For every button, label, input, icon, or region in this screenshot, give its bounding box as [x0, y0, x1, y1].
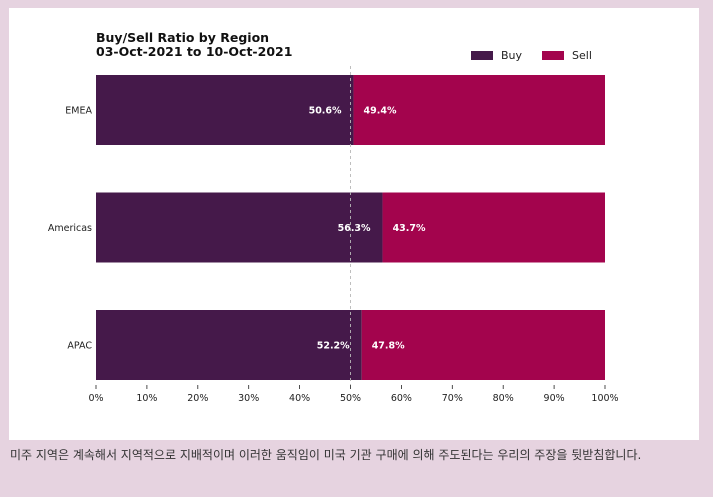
- x-tick-label-70: 70%: [442, 393, 463, 404]
- x-tick-label-10: 10%: [136, 393, 157, 404]
- bar-buy-americas: [96, 192, 383, 263]
- x-tick-label-30: 30%: [238, 393, 259, 404]
- x-tick-label-0: 0%: [88, 393, 103, 404]
- bar-buy-apac: [96, 310, 362, 380]
- data-label-buy-apac: 52.2%: [317, 341, 350, 352]
- chart-legend: Buy Sell: [471, 47, 612, 63]
- bar-sell-emea: [353, 75, 605, 145]
- data-label-buy-emea: 50.6%: [309, 106, 342, 117]
- data-label-sell-emea: 49.4%: [364, 106, 397, 117]
- bar-sell-americas: [382, 192, 605, 263]
- category-label-emea: EMEA: [65, 106, 92, 117]
- legend-swatch-buy: [471, 50, 493, 60]
- x-tick-label-40: 40%: [289, 393, 310, 404]
- legend-label-sell: Sell: [572, 48, 592, 62]
- chart-title-line1: Buy/Sell Ratio by Region: [96, 30, 270, 45]
- legend-swatch-sell: [542, 50, 565, 60]
- chart-title-line2: 03-Oct-2021 to 10-Oct-2021: [96, 44, 293, 59]
- x-tick-label-60: 60%: [391, 393, 412, 404]
- x-tick-label-20: 20%: [187, 393, 208, 404]
- legend-item-sell: Sell: [542, 49, 592, 62]
- x-tick-label-80: 80%: [493, 393, 514, 404]
- category-label-apac: APAC: [67, 341, 92, 352]
- chart-caption: 미주 지역은 계속해서 지역적으로 지배적이며 이러한 움직임이 미국 기관 구…: [10, 448, 642, 462]
- x-tick-label-50: 50%: [340, 393, 361, 404]
- data-label-sell-apac: 47.8%: [372, 341, 405, 352]
- bar-sell-apac: [361, 310, 605, 380]
- data-label-sell-americas: 43.7%: [393, 223, 426, 234]
- legend-label-buy: Buy: [501, 48, 523, 62]
- x-tick-label-100: 100%: [591, 393, 618, 404]
- x-tick-label-90: 90%: [544, 393, 565, 404]
- data-label-buy-americas: 56.3%: [338, 223, 371, 234]
- category-label-americas: Americas: [48, 223, 92, 234]
- bar-buy-emea: [96, 75, 354, 145]
- legend-item-buy: Buy: [471, 49, 522, 62]
- chart-title: Buy/Sell Ratio by Region 03-Oct-2021 to …: [96, 31, 292, 59]
